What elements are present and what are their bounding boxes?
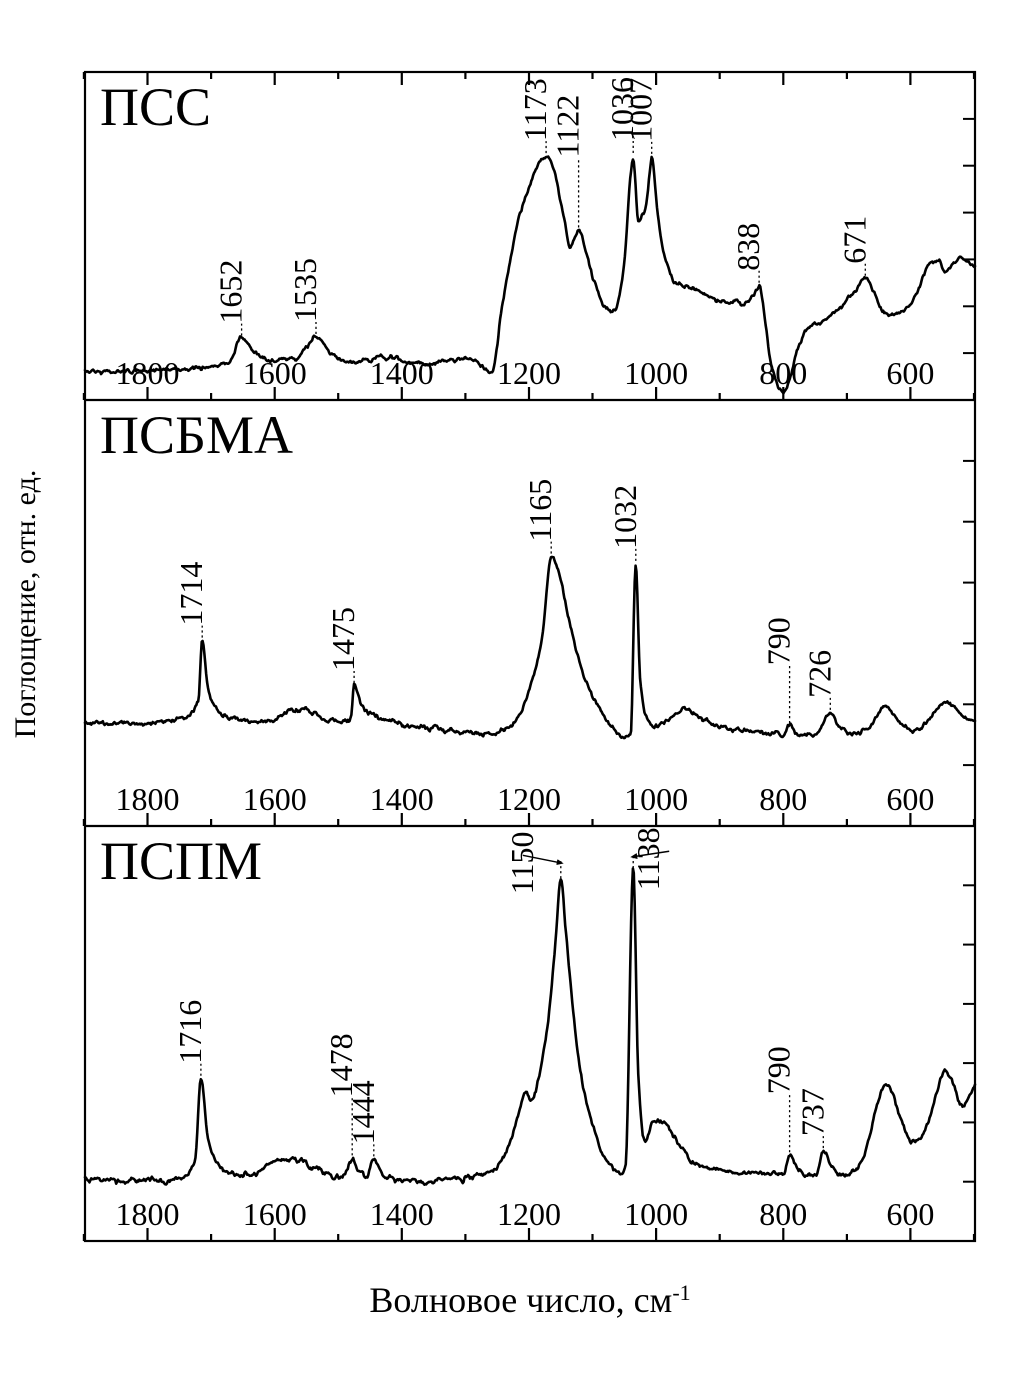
- svg-text:737: 737: [794, 1088, 830, 1136]
- svg-text:1200: 1200: [497, 781, 561, 817]
- svg-text:1122: 1122: [550, 95, 586, 158]
- svg-text:1800: 1800: [116, 1196, 180, 1232]
- svg-text:790: 790: [761, 1046, 797, 1094]
- svg-text:Волновое число, см-1: Волновое число, см-1: [369, 1280, 690, 1321]
- svg-text:1535: 1535: [287, 258, 323, 322]
- svg-text:1800: 1800: [116, 781, 180, 817]
- svg-text:1444: 1444: [345, 1080, 381, 1144]
- svg-text:1138: 1138: [630, 827, 666, 890]
- svg-text:1716: 1716: [172, 1000, 208, 1064]
- svg-text:1600: 1600: [243, 781, 307, 817]
- svg-text:1000: 1000: [624, 355, 688, 391]
- svg-text:1032: 1032: [607, 485, 643, 549]
- svg-text:800: 800: [759, 781, 807, 817]
- svg-text:1475: 1475: [325, 607, 361, 671]
- svg-text:1400: 1400: [370, 781, 434, 817]
- svg-text:671: 671: [836, 216, 872, 264]
- svg-text:1000: 1000: [624, 781, 688, 817]
- svg-text:838: 838: [730, 223, 766, 271]
- svg-text:600: 600: [886, 1196, 934, 1232]
- svg-text:1714: 1714: [173, 562, 209, 626]
- svg-text:ПСС: ПСС: [100, 77, 211, 137]
- svg-text:1200: 1200: [497, 1196, 561, 1232]
- svg-text:800: 800: [759, 355, 807, 391]
- svg-text:1200: 1200: [497, 355, 561, 391]
- svg-text:600: 600: [886, 781, 934, 817]
- svg-text:1000: 1000: [624, 1196, 688, 1232]
- svg-text:Поглощение, отн. ед.: Поглощение, отн. ед.: [9, 470, 42, 739]
- svg-text:ПСБМА: ПСБМА: [100, 405, 293, 465]
- svg-text:1165: 1165: [522, 479, 558, 542]
- svg-text:600: 600: [886, 355, 934, 391]
- svg-text:1400: 1400: [370, 1196, 434, 1232]
- svg-text:726: 726: [801, 650, 837, 698]
- svg-text:1652: 1652: [213, 260, 249, 324]
- svg-text:1600: 1600: [243, 1196, 307, 1232]
- svg-text:1150: 1150: [504, 831, 540, 894]
- svg-text:800: 800: [759, 1196, 807, 1232]
- svg-text:1007: 1007: [623, 78, 659, 142]
- svg-text:1173: 1173: [517, 78, 553, 141]
- svg-text:ПСПМ: ПСПМ: [100, 831, 262, 891]
- svg-text:790: 790: [761, 617, 797, 665]
